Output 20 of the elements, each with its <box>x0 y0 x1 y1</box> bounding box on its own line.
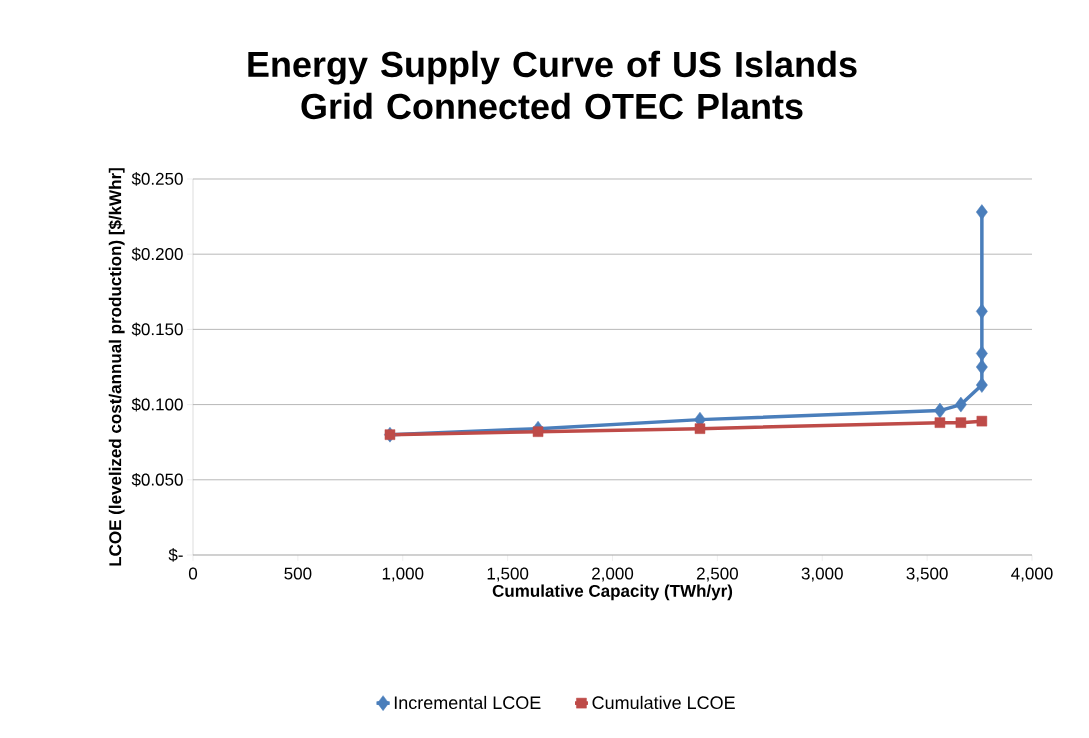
y-tick-label: $0.050 <box>131 472 183 487</box>
chart-title: Energy Supply Curve of US Islands Grid Connected OTEC Plants <box>248 50 857 120</box>
y-axis-title: LCOE (levelized cost/annual production) [$/kWhr] <box>108 168 125 566</box>
y-tick-label: $- <box>168 548 183 562</box>
x-tick-label: 2,500 <box>696 567 738 582</box>
x-tick-label: 2,000 <box>592 567 634 582</box>
y-tick-label: $0.250 <box>131 172 183 186</box>
x-tick-label: 1,000 <box>382 567 424 582</box>
x-tick-label: 1,500 <box>487 567 529 582</box>
x-tick-label: 3,000 <box>801 567 843 582</box>
legend-label: Incremental LCOE <box>394 695 541 710</box>
x-tick-label: 0 <box>188 567 198 580</box>
x-tick-label: 500 <box>284 567 312 580</box>
x-tick-label: 4,000 <box>1011 567 1053 582</box>
y-tick-label: $0.150 <box>131 322 183 337</box>
legend-label: Cumulative LCOE <box>592 695 735 710</box>
x-tick-label: 3,500 <box>906 567 948 582</box>
x-axis-title: Cumulative Capacity (TWh/yr) <box>492 584 733 601</box>
y-tick-label: $0.200 <box>131 247 183 262</box>
y-tick-label: $0.100 <box>131 397 183 412</box>
